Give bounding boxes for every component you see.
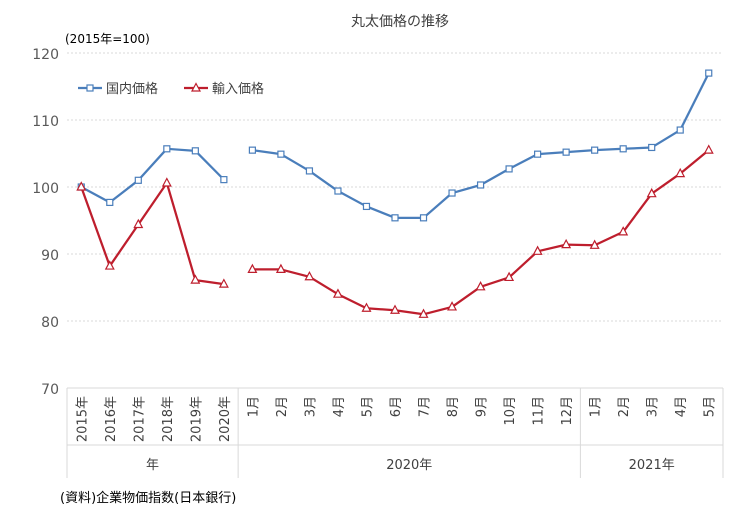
gridlines [67,52,723,322]
legend-label: 輸入価格 [212,81,264,97]
x-tick-label: 2月 [617,396,632,417]
y-tick-label: 70 [41,382,59,398]
axes [66,387,724,478]
x-tick-label: 10月 [503,396,518,426]
data-point [532,245,543,255]
category-group-label: 2020年 [386,458,432,473]
data-point [648,143,656,152]
data-point [191,147,199,155]
x-tick-label: 3月 [646,396,661,417]
data-point [277,150,285,158]
x-tick-label: 9月 [475,396,490,417]
legend-item: 国内価格 [78,81,158,97]
x-tick-label: 2017年 [132,396,147,442]
data-point [448,189,456,197]
data-point [76,181,87,191]
x-tick-label: 2月 [275,396,290,417]
data-point [676,126,684,134]
series-square [77,69,713,222]
data-point [334,187,342,195]
data-point [476,181,485,189]
x-tick-label: 1月 [589,396,604,417]
data-point [591,146,599,154]
data-point [505,165,513,173]
data-point [248,146,256,154]
unit-note: (2015年=100) [65,32,150,46]
data-point [504,271,515,282]
series-triangle [76,144,714,318]
data-point [391,214,399,222]
series-line [252,72,710,219]
legend-label: 国内価格 [106,81,158,97]
x-tick-label: 6月 [389,396,404,417]
data-point [275,263,286,274]
x-tick-label: 1月 [246,396,261,417]
x-tick-label: 8月 [446,396,461,417]
x-tick-label: 5月 [703,396,718,417]
data-point [220,176,228,184]
data-point [304,271,315,281]
category-groups: 年 2020年 2021年 [146,458,675,473]
data-point [561,238,572,249]
x-tick-label: 11月 [532,396,547,426]
x-tick-label: 4月 [332,396,347,417]
x-tick-label: 2019年 [189,396,204,442]
x-tick-label: 2018年 [161,396,176,442]
data-point [675,167,686,178]
data-point [619,145,627,153]
y-tick-label: 100 [32,181,59,197]
chart-title: 丸太価格の推移 [351,14,449,30]
x-tick-label: 3月 [303,396,318,417]
data-point [390,304,400,314]
data-point [618,226,629,236]
category-group-label: 年 [146,458,159,473]
source-note: (資料)企業物価指数(日本銀行) [60,490,236,506]
series-line [80,181,225,286]
x-tick-label: 2016年 [104,396,119,442]
data-point [361,302,372,312]
data-point [305,167,314,175]
series-lines [76,69,714,318]
data-point [419,214,428,222]
data-point [703,144,714,154]
x-tick-label: 5月 [360,396,375,417]
y-tick-label: 90 [41,248,59,264]
x-axis-ticks: 2015年 2016年 2017年 2018年 2019年 2020年 1月 2月 3月 4月 5月… [75,396,717,442]
data-point [104,260,115,270]
data-point [589,239,600,249]
data-point [534,150,542,158]
y-tick-label: 120 [32,47,59,63]
legend-marker [191,82,201,92]
data-point [705,69,713,77]
category-group-label: 2021年 [629,458,675,473]
x-tick-label: 4月 [674,396,689,417]
data-point [163,145,171,153]
data-point [133,218,144,229]
data-point [475,281,486,291]
legend-item: 輸入価格 [184,81,264,97]
x-tick-label: 2015年 [75,396,90,442]
legend: 国内価格 輸入価格 [78,81,264,97]
data-point [106,198,114,207]
data-point [161,177,172,187]
data-point [447,301,458,311]
series-line [80,147,225,204]
legend-marker [86,84,94,92]
data-point [362,202,371,211]
x-tick-label: 12月 [560,396,575,426]
data-point [247,263,258,274]
y-tick-label: 80 [41,315,59,331]
data-point [418,308,429,318]
x-tick-label: 7月 [418,396,433,417]
y-tick-label: 110 [32,114,59,130]
x-tick-label: 2020年 [218,396,233,442]
data-point [332,288,343,298]
data-point [190,274,201,284]
data-point [562,148,570,156]
data-point [134,176,142,184]
data-point [646,187,657,198]
y-axis-ticks: 70 80 90 100 110 120 [32,47,59,398]
data-point [218,278,229,288]
